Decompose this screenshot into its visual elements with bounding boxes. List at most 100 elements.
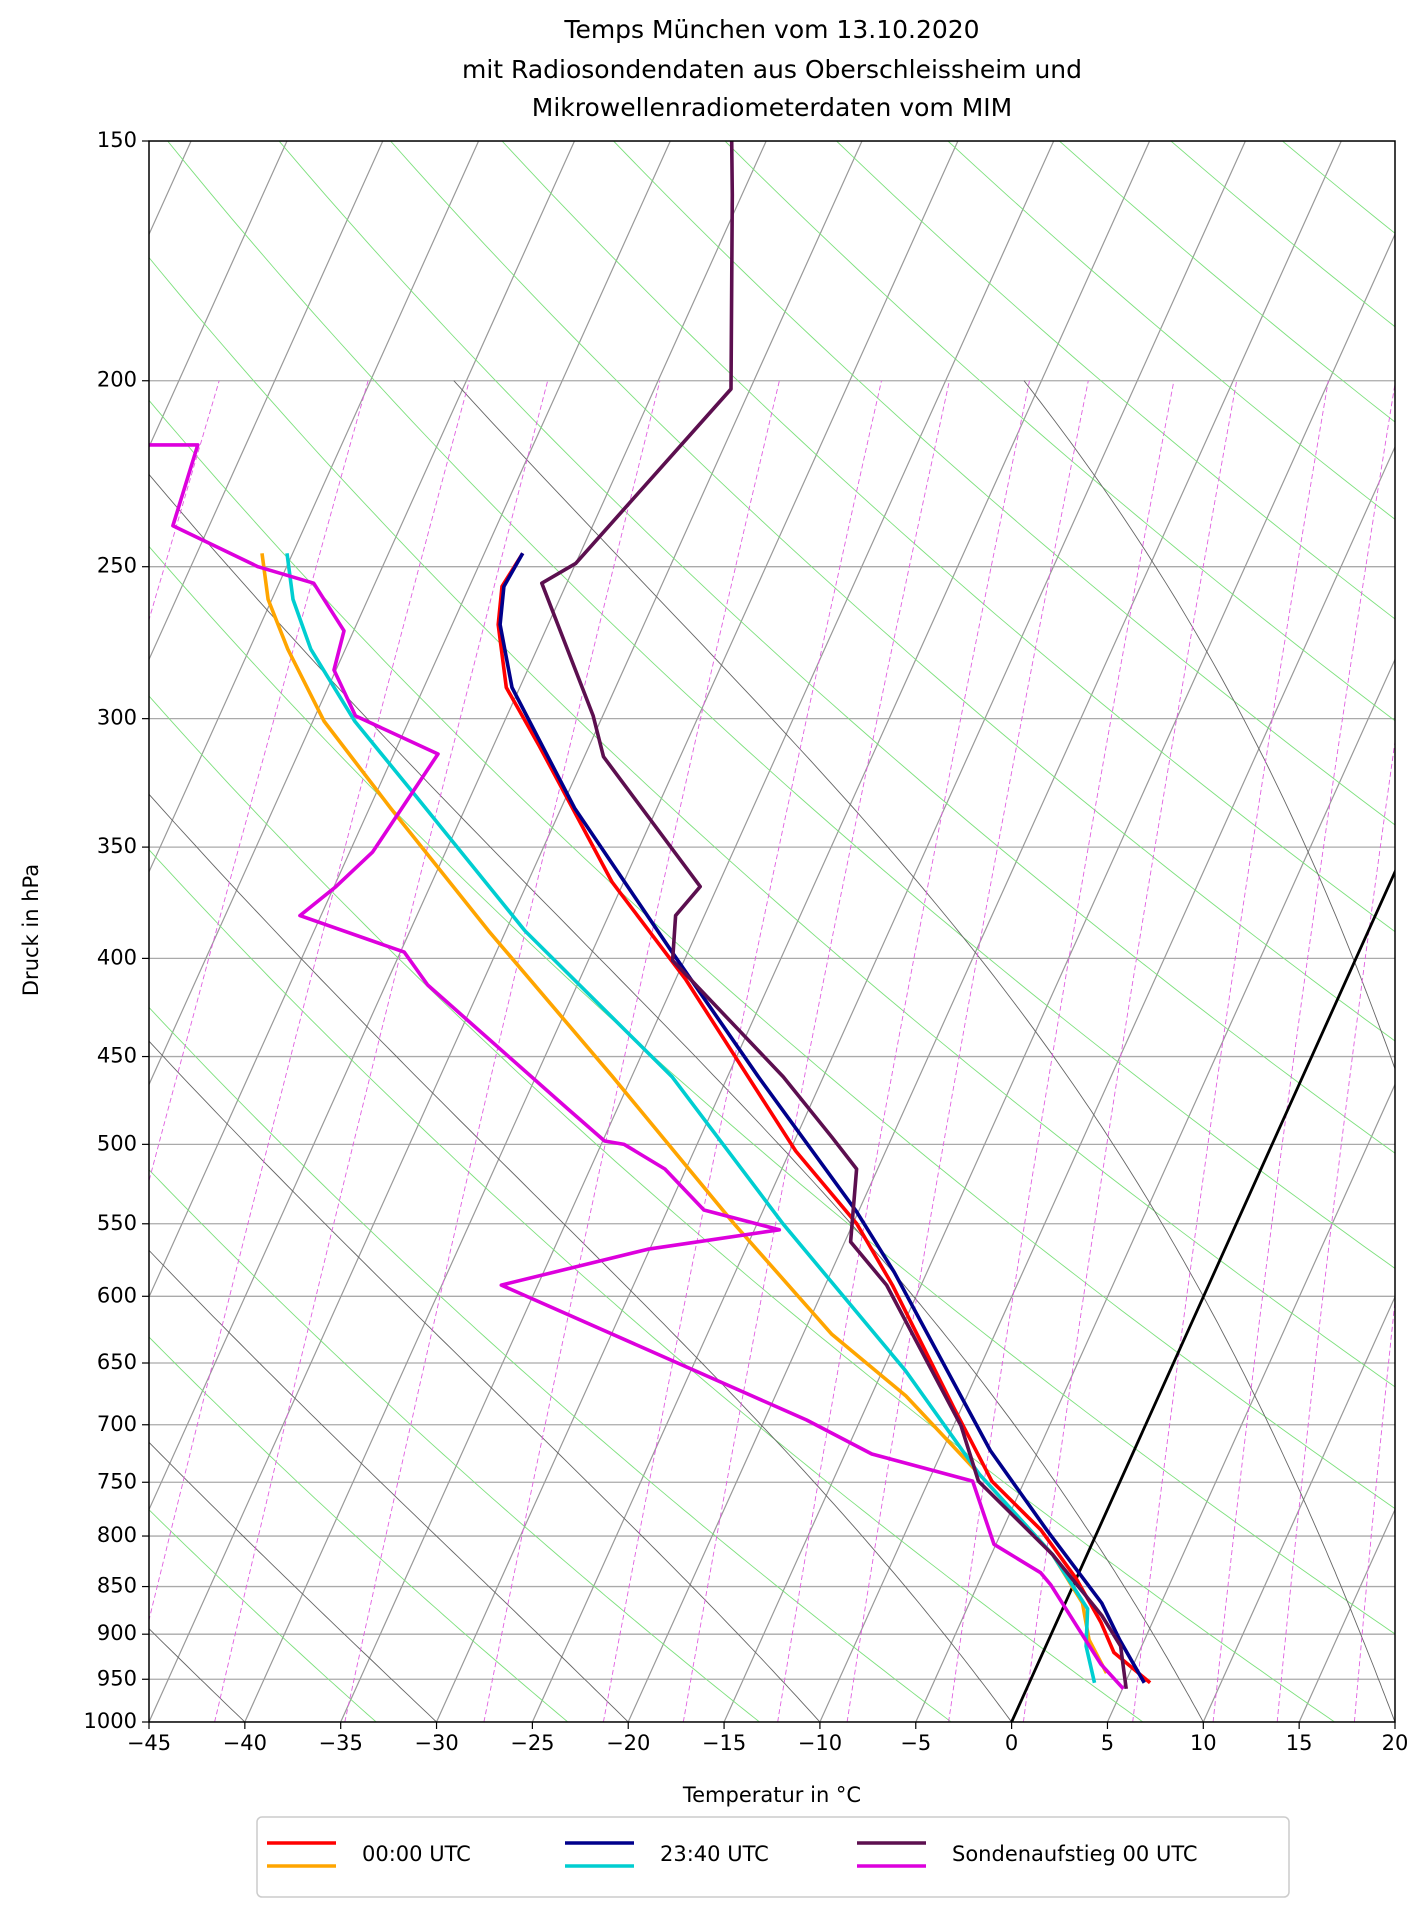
y-tick-label: 700 bbox=[97, 1412, 137, 1436]
isotherm bbox=[149, 141, 767, 1512]
dry-adiabat bbox=[947, 141, 1395, 520]
isotherm bbox=[149, 141, 576, 1086]
isotherm bbox=[340, 141, 1055, 1722]
x-tick-label: −45 bbox=[127, 1731, 171, 1755]
y-tick-label: 900 bbox=[97, 1621, 137, 1645]
dry-adiabat bbox=[1393, 141, 1395, 143]
x-axis-label: Temperatur in °C bbox=[682, 1783, 861, 1807]
isotherm bbox=[435, 141, 1151, 1722]
dry-adiabat bbox=[613, 141, 1395, 826]
y-tick-label: 300 bbox=[97, 706, 137, 730]
profile-line bbox=[149, 443, 1125, 1691]
profile-line bbox=[498, 552, 1146, 1684]
moist-adiabat bbox=[1023, 380, 1395, 1071]
dry-adiabat bbox=[149, 695, 1335, 1722]
x-tick-label: −35 bbox=[319, 1731, 363, 1755]
x-tick-label: −20 bbox=[606, 1731, 650, 1755]
y-tick-label: 650 bbox=[97, 1350, 137, 1374]
dry-adiabat bbox=[149, 545, 1395, 1635]
isotherm bbox=[149, 141, 671, 1299]
x-tick-label: −25 bbox=[510, 1731, 554, 1755]
y-axis-label: Druck in hPa bbox=[19, 864, 43, 996]
x-tick-label: −30 bbox=[414, 1731, 458, 1755]
x-tick-label: 5 bbox=[1101, 1731, 1114, 1755]
dry-adiabat bbox=[149, 1006, 952, 1722]
moist-adiabat bbox=[149, 1441, 437, 1722]
moist-adiabat bbox=[149, 1249, 629, 1722]
mixing-ratio-line bbox=[214, 380, 549, 1722]
y-tick-label: 750 bbox=[97, 1469, 137, 1493]
y-tick-label: 250 bbox=[97, 554, 137, 578]
dry-adiabat bbox=[1170, 141, 1395, 328]
mixing-ratio-line bbox=[1212, 380, 1395, 1722]
mixing-ratio-line bbox=[1132, 380, 1329, 1722]
x-tick-label: 0 bbox=[1005, 1731, 1018, 1755]
legend: 00:00 UTC 23:40 UTC Sondenaufstieg 00 UTC bbox=[267, 1841, 1198, 1868]
x-tick-label: 10 bbox=[1190, 1731, 1217, 1755]
chart-title: mit Radiosondendaten aus Oberschleisshei… bbox=[462, 55, 1082, 84]
plot-frame bbox=[148, 140, 1396, 1723]
isotherm bbox=[1298, 1508, 1395, 1722]
mixing-ratio-line bbox=[1353, 1297, 1395, 1722]
y-tick-label: 950 bbox=[97, 1666, 137, 1690]
isotherm bbox=[723, 232, 1395, 1722]
mixing-ratio-line bbox=[1022, 380, 1238, 1722]
dry-adiabat bbox=[724, 141, 1395, 722]
moist-adiabat bbox=[149, 793, 1012, 1722]
y-tick-label: 500 bbox=[97, 1131, 137, 1155]
y-tick-label: 350 bbox=[97, 834, 137, 858]
background-lines bbox=[149, 141, 1395, 1722]
legend-label: 23:40 UTC bbox=[660, 1842, 769, 1866]
isotherm bbox=[149, 141, 384, 661]
isotherm bbox=[819, 445, 1395, 1722]
mixing-ratio-line bbox=[483, 380, 780, 1722]
chart-title: Mikrowellenradiometerdaten vom MIM bbox=[532, 93, 1013, 122]
chart-title: Temps München vom 13.10.2020 bbox=[563, 15, 979, 44]
profile-line bbox=[540, 141, 1128, 1690]
highlight-isotherm bbox=[1010, 868, 1395, 1722]
isotherm bbox=[149, 141, 863, 1722]
legend-label: Sondenaufstieg 00 UTC bbox=[952, 1842, 1198, 1866]
moist-adiabat bbox=[149, 1040, 821, 1722]
profile-line bbox=[285, 553, 1097, 1684]
y-tick-label: 800 bbox=[97, 1523, 137, 1547]
x-tick-label: 20 bbox=[1382, 1731, 1409, 1755]
mixing-ratio-line bbox=[846, 380, 1089, 1722]
dry-adiabat bbox=[1059, 141, 1395, 423]
moist-adiabat bbox=[149, 473, 1204, 1722]
isotherm bbox=[915, 657, 1395, 1722]
dry-adiabat bbox=[1282, 141, 1395, 234]
dry-adiabat bbox=[149, 849, 1144, 1722]
isotherm bbox=[149, 141, 480, 874]
isotherm bbox=[149, 141, 288, 449]
isotherm bbox=[627, 141, 1342, 1722]
isotherm bbox=[1394, 1720, 1395, 1722]
x-tick-label: −10 bbox=[798, 1731, 842, 1755]
x-tick-label: −15 bbox=[702, 1731, 746, 1755]
legend-box bbox=[256, 1816, 1290, 1898]
y-tick-label: 600 bbox=[97, 1283, 137, 1307]
axes: 1502002503003504004505005506006507007508… bbox=[84, 128, 1409, 1755]
legend-label: 00:00 UTC bbox=[362, 1842, 471, 1866]
isotherm bbox=[244, 141, 959, 1722]
dry-adiabat bbox=[836, 141, 1395, 620]
isotherm bbox=[1202, 1295, 1395, 1722]
dry-adiabat bbox=[167, 141, 1395, 1269]
mixing-ratio-line bbox=[777, 380, 1030, 1722]
y-tick-label: 450 bbox=[97, 1044, 137, 1068]
mixing-ratio-line bbox=[344, 380, 661, 1722]
dry-adiabat bbox=[149, 399, 1395, 1510]
mixing-ratio-line bbox=[149, 380, 470, 1622]
y-tick-label: 200 bbox=[97, 368, 137, 392]
y-tick-label: 400 bbox=[97, 945, 137, 969]
dry-adiabat bbox=[501, 141, 1395, 933]
dry-adiabat bbox=[390, 141, 1395, 1042]
y-tick-label: 150 bbox=[97, 128, 137, 152]
mixing-ratio-line bbox=[149, 380, 369, 1183]
mixing-ratio-line bbox=[602, 380, 882, 1722]
dry-adiabat bbox=[149, 1336, 569, 1722]
isotherm bbox=[531, 141, 1246, 1722]
mixing-ratio-line bbox=[948, 380, 1175, 1722]
isotherm bbox=[1106, 1083, 1395, 1722]
